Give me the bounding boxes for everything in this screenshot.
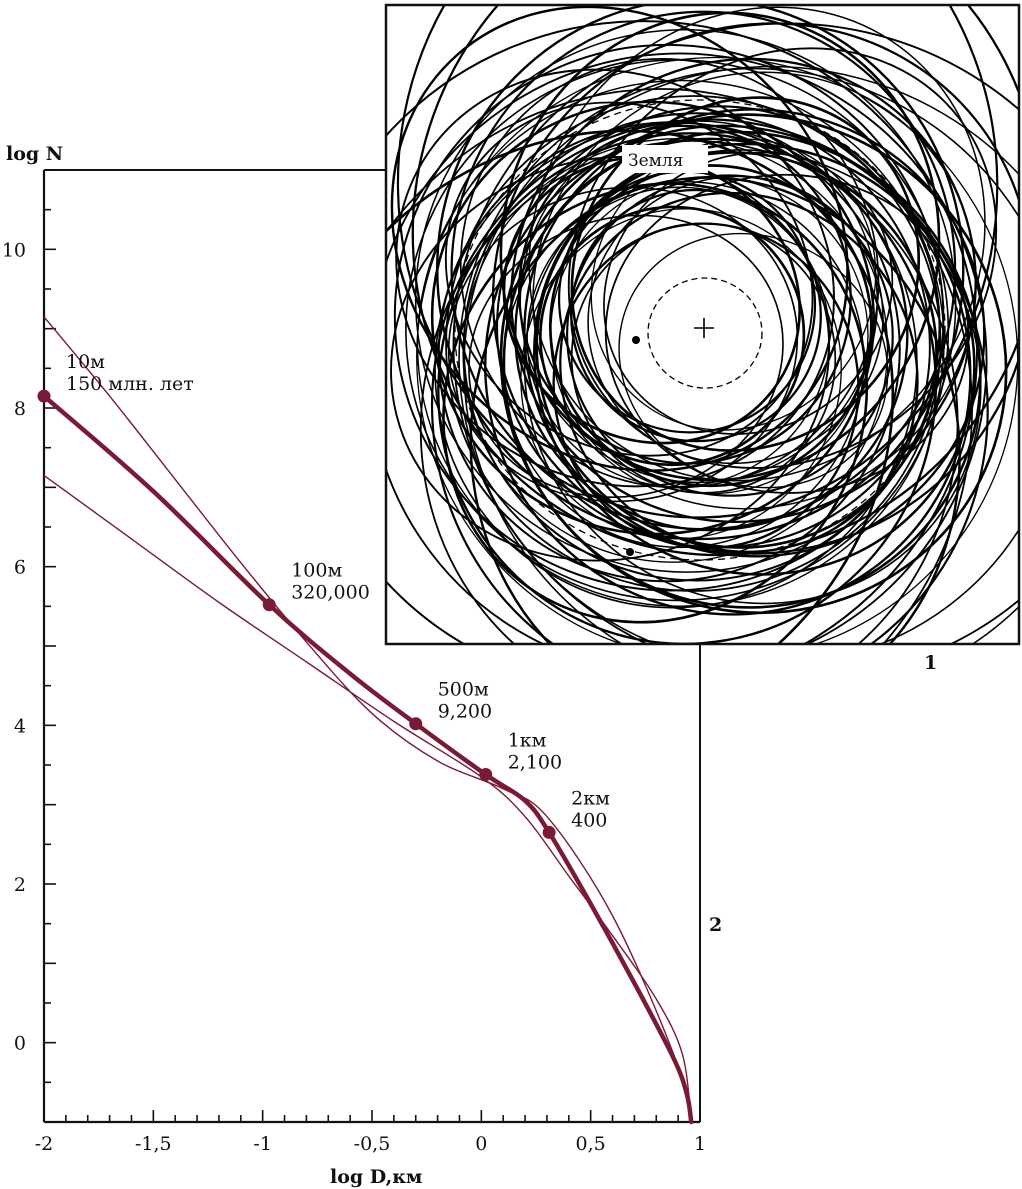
orbit-diagram: Земля 1 xyxy=(384,3,1021,674)
asteroid-orbit xyxy=(499,11,941,482)
asteroid-orbit xyxy=(463,65,1019,644)
y-axis-ticks: 0 2 4 6 8 10 xyxy=(2,169,56,1123)
data-point-label: 320,000 xyxy=(291,582,370,604)
y-tick-label: 4 xyxy=(14,715,26,737)
asteroid-orbit xyxy=(430,118,989,644)
orbit-frame xyxy=(384,3,1021,646)
data-point-label: 9,200 xyxy=(438,701,492,723)
x-tick-label: 0,5 xyxy=(576,1133,606,1155)
y-tick-label: 2 xyxy=(14,874,26,896)
y-tick-label: 10 xyxy=(2,239,26,261)
panel-label-1: 1 xyxy=(924,652,937,674)
inner-planet-orbit xyxy=(647,277,763,389)
x-tick-label: -1 xyxy=(253,1133,272,1155)
asteroid-orbit xyxy=(502,181,865,549)
asteroid-orbit xyxy=(396,5,999,519)
asteroid-orbit xyxy=(559,191,919,553)
data-point-label: 500м xyxy=(438,679,489,701)
asteroid-orbit xyxy=(603,151,894,435)
data-point xyxy=(542,825,556,839)
data-point xyxy=(37,389,51,403)
asteroid-orbit xyxy=(386,88,973,644)
data-point-label: 10м xyxy=(66,351,105,373)
sun-marker xyxy=(694,318,714,338)
asteroid-orbit xyxy=(458,67,1019,644)
main-curve xyxy=(41,393,694,1125)
asteroid-orbit xyxy=(502,155,801,445)
asteroid-orbit xyxy=(532,71,977,510)
y-tick-label: 6 xyxy=(14,557,26,579)
asteroid-orbit xyxy=(436,5,965,541)
x-tick-label: -1,5 xyxy=(135,1133,172,1155)
upper-bound-curve xyxy=(43,316,692,1123)
asteroid-orbit xyxy=(528,6,986,482)
asteroid-orbit xyxy=(590,138,877,431)
asteroid-orbit xyxy=(411,5,1019,557)
earth-label-bg xyxy=(622,145,708,173)
asteroid-orbit xyxy=(496,105,941,549)
asteroid-orbit xyxy=(442,182,869,624)
panel-label-2: 2 xyxy=(709,914,722,936)
asteroid-orbit xyxy=(386,129,895,644)
data-point-label: 400 xyxy=(571,809,607,831)
x-tick-label: -2 xyxy=(35,1133,54,1155)
asteroid-orbit xyxy=(414,29,957,573)
earth-orbit xyxy=(454,99,946,561)
data-point xyxy=(262,598,276,612)
y-tick-label: 8 xyxy=(14,398,26,420)
planet-dot xyxy=(632,336,640,344)
asteroid-orbits xyxy=(386,5,1019,644)
earth-label: Земля xyxy=(628,151,683,171)
x-axis-title: log D,км xyxy=(330,1166,422,1188)
x-axis-ticks: -2 -1,5 -1 -0,5 0 0,5 1 xyxy=(35,1110,706,1155)
y-tick-label: 0 xyxy=(14,1033,26,1055)
x-tick-label: 0 xyxy=(475,1133,487,1155)
asteroid-orbit xyxy=(447,186,799,503)
asteroid-orbit xyxy=(416,56,1019,644)
asteroid-orbit xyxy=(462,112,931,582)
asteroid-orbit xyxy=(462,138,889,563)
x-tick-label: -0,5 xyxy=(354,1133,391,1155)
data-point-label: 2,100 xyxy=(508,752,562,774)
data-point-label: 1км xyxy=(508,730,547,752)
asteroid-orbit xyxy=(386,20,979,644)
data-point xyxy=(409,717,423,731)
asteroid-orbit xyxy=(419,139,959,644)
data-point xyxy=(479,768,493,782)
y-axis-title: log N xyxy=(6,143,63,165)
x-tick-label: 1 xyxy=(694,1133,706,1155)
data-point-label: 100м xyxy=(291,560,342,582)
data-point-label: 2км xyxy=(571,787,610,809)
asteroid-orbit xyxy=(520,208,842,540)
asteroid-orbit xyxy=(437,121,901,583)
data-point-label: 150 млн. лет xyxy=(66,373,194,395)
earth-dot xyxy=(626,548,634,556)
asteroid-orbit xyxy=(570,96,921,452)
